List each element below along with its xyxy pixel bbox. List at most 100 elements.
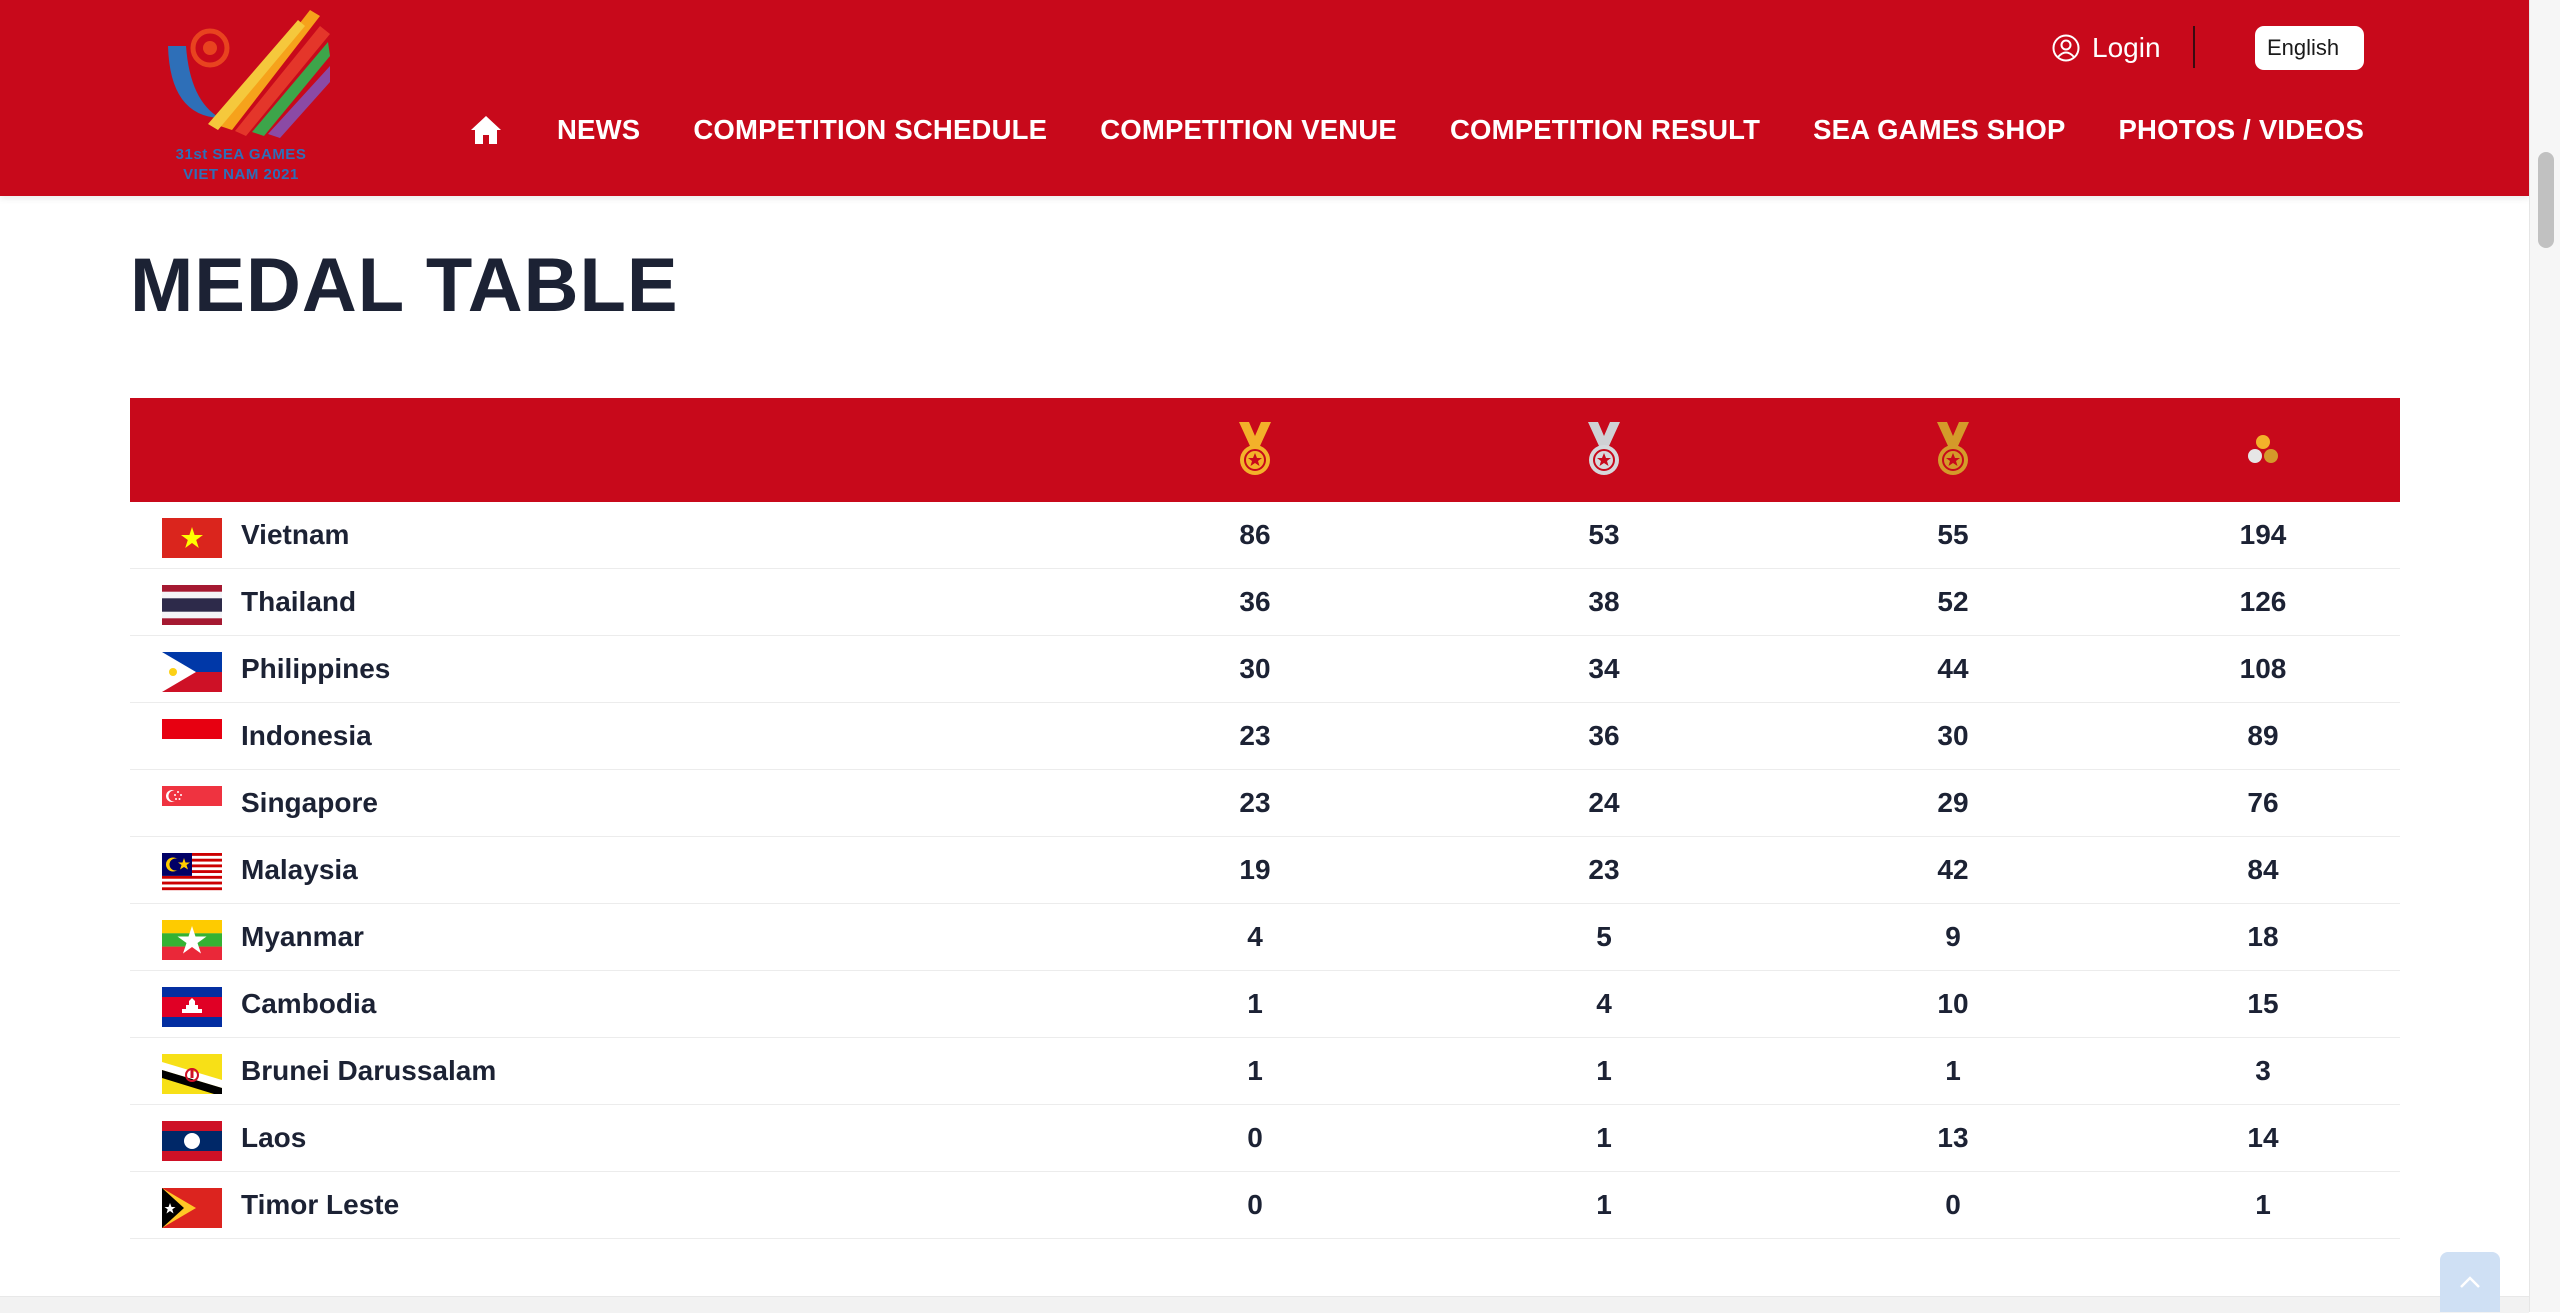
gold-count: 1 xyxy=(1247,1055,1263,1086)
silver-count: 34 xyxy=(1588,653,1620,684)
silver-count: 4 xyxy=(1596,988,1612,1019)
bronze-count: 29 xyxy=(1937,787,1969,818)
gold-count: 0 xyxy=(1247,1122,1263,1153)
main-nav: NEWS COMPETITION SCHEDULE COMPETITION VE… xyxy=(470,108,2364,152)
total-count: 3 xyxy=(2255,1055,2271,1086)
back-to-top-button[interactable] xyxy=(2440,1252,2500,1312)
silver-count: 5 xyxy=(1596,921,1612,952)
total-count: 84 xyxy=(2247,854,2279,885)
bronze-count: 1 xyxy=(1945,1055,1961,1086)
login-link[interactable]: Login xyxy=(2052,28,2161,68)
total-count: 15 xyxy=(2247,988,2279,1019)
nav-competition-schedule[interactable]: COMPETITION SCHEDULE xyxy=(693,114,1048,145)
flag-singapore-icon xyxy=(162,786,222,826)
country-name: Timor Leste xyxy=(241,1189,400,1220)
bronze-count: 9 xyxy=(1945,921,1961,952)
scrollbar-thumb[interactable] xyxy=(2538,152,2554,248)
chevron-up-icon xyxy=(2460,1276,2480,1288)
user-icon xyxy=(2052,34,2080,62)
country-name: Brunei Darussalam xyxy=(241,1055,497,1086)
nav-photos-videos[interactable]: PHOTOS / VIDEOS xyxy=(2118,114,2364,145)
gold-count: 23 xyxy=(1239,787,1271,818)
gold-count: 1 xyxy=(1247,988,1263,1019)
nav-competition-venue[interactable]: COMPETITION VENUE xyxy=(1100,114,1397,145)
medal-table: Vietnam 86 53 55 194 Thailand 36 38 52 1… xyxy=(130,398,2400,1239)
table-header xyxy=(130,398,2400,502)
table-row: Malaysia 19 23 42 84 xyxy=(130,837,2400,904)
gold-count: 0 xyxy=(1247,1189,1263,1220)
total-count: 108 xyxy=(2239,653,2287,684)
flag-cambodia-icon xyxy=(162,987,222,1027)
page-scrollbar[interactable] xyxy=(2529,0,2560,1312)
footer-edge xyxy=(0,1296,2529,1313)
flag-myanmar-icon xyxy=(162,920,222,960)
flag-philippines-icon xyxy=(162,652,222,692)
gold-count: 19 xyxy=(1239,854,1271,885)
total-count: 194 xyxy=(2239,519,2287,550)
silver-count: 38 xyxy=(1588,586,1620,617)
country-name: Laos xyxy=(241,1122,307,1153)
country-name: Indonesia xyxy=(241,720,372,751)
gold-count: 36 xyxy=(1239,586,1271,617)
total-count: 89 xyxy=(2247,720,2279,751)
flag-indonesia-icon xyxy=(162,719,222,759)
bronze-medal-icon xyxy=(1937,422,1969,475)
table-row: Myanmar 4 5 9 18 xyxy=(130,904,2400,971)
silver-count: 36 xyxy=(1588,720,1620,751)
silver-count: 23 xyxy=(1588,854,1620,885)
country-name: Thailand xyxy=(241,586,357,617)
site-header: 31st SEA GAMES VIET NAM 2021 Login Engli… xyxy=(0,0,2529,196)
gold-count: 4 xyxy=(1247,921,1263,952)
bronze-count: 44 xyxy=(1937,653,1969,684)
bronze-count: 55 xyxy=(1937,519,1969,550)
gold-medal-icon xyxy=(1239,422,1271,475)
flag-timor-leste-icon xyxy=(162,1188,222,1228)
logo-mark-icon xyxy=(168,10,330,138)
country-name: Vietnam xyxy=(241,519,350,550)
gold-count: 23 xyxy=(1239,720,1271,751)
table-row: Singapore 23 24 29 76 xyxy=(130,770,2400,837)
silver-count: 53 xyxy=(1588,519,1620,550)
table-row: Vietnam 86 53 55 194 xyxy=(130,502,2400,569)
bronze-count: 42 xyxy=(1937,854,1969,885)
bronze-count: 30 xyxy=(1937,720,1969,751)
flag-laos-icon xyxy=(162,1121,222,1161)
total-count: 126 xyxy=(2239,586,2287,617)
nav-news[interactable]: NEWS xyxy=(557,114,641,145)
logo-line-2: VIET NAM 2021 xyxy=(183,166,299,183)
total-count: 1 xyxy=(2255,1189,2271,1220)
bronze-count: 52 xyxy=(1937,586,1969,617)
silver-count: 1 xyxy=(1596,1122,1612,1153)
table-row: Timor Leste 0 1 0 1 xyxy=(130,1172,2400,1239)
bronze-count: 13 xyxy=(1937,1122,1969,1153)
flag-malaysia-icon xyxy=(162,853,222,893)
country-name: Singapore xyxy=(241,787,378,818)
topbar-divider xyxy=(2193,26,2195,68)
total-count: 14 xyxy=(2247,1122,2279,1153)
login-label: Login xyxy=(2092,32,2161,63)
silver-count: 1 xyxy=(1596,1189,1612,1220)
nav-competition-result[interactable]: COMPETITION RESULT xyxy=(1449,114,1761,145)
flag-brunei-icon xyxy=(162,1054,222,1094)
country-name: Myanmar xyxy=(241,921,364,952)
bronze-count: 10 xyxy=(1937,988,1969,1019)
flag-thailand-icon xyxy=(162,585,222,625)
sea-games-logo[interactable]: 31st SEA GAMES VIET NAM 2021 xyxy=(160,6,330,188)
table-row: Brunei Darussalam 1 1 1 3 xyxy=(130,1038,2400,1105)
total-count: 18 xyxy=(2247,921,2279,952)
page-title: MEDAL TABLE xyxy=(130,243,679,328)
nav-sea-games-shop[interactable]: SEA GAMES SHOP xyxy=(1813,114,2066,145)
flag-vietnam-icon xyxy=(162,518,222,558)
total-medals-icon xyxy=(2248,435,2278,463)
gold-count: 30 xyxy=(1239,653,1271,684)
bronze-count: 0 xyxy=(1945,1189,1961,1220)
home-icon[interactable] xyxy=(470,113,504,147)
country-name: Cambodia xyxy=(241,988,377,1019)
logo-line-1: 31st SEA GAMES xyxy=(175,146,307,163)
table-row: Philippines 30 34 44 108 xyxy=(130,636,2400,703)
table-row: Indonesia 23 36 30 89 xyxy=(130,703,2400,770)
silver-count: 1 xyxy=(1596,1055,1612,1086)
table-row: Thailand 36 38 52 126 xyxy=(130,569,2400,636)
language-select[interactable]: English xyxy=(2255,26,2364,70)
silver-medal-icon xyxy=(1588,422,1620,475)
